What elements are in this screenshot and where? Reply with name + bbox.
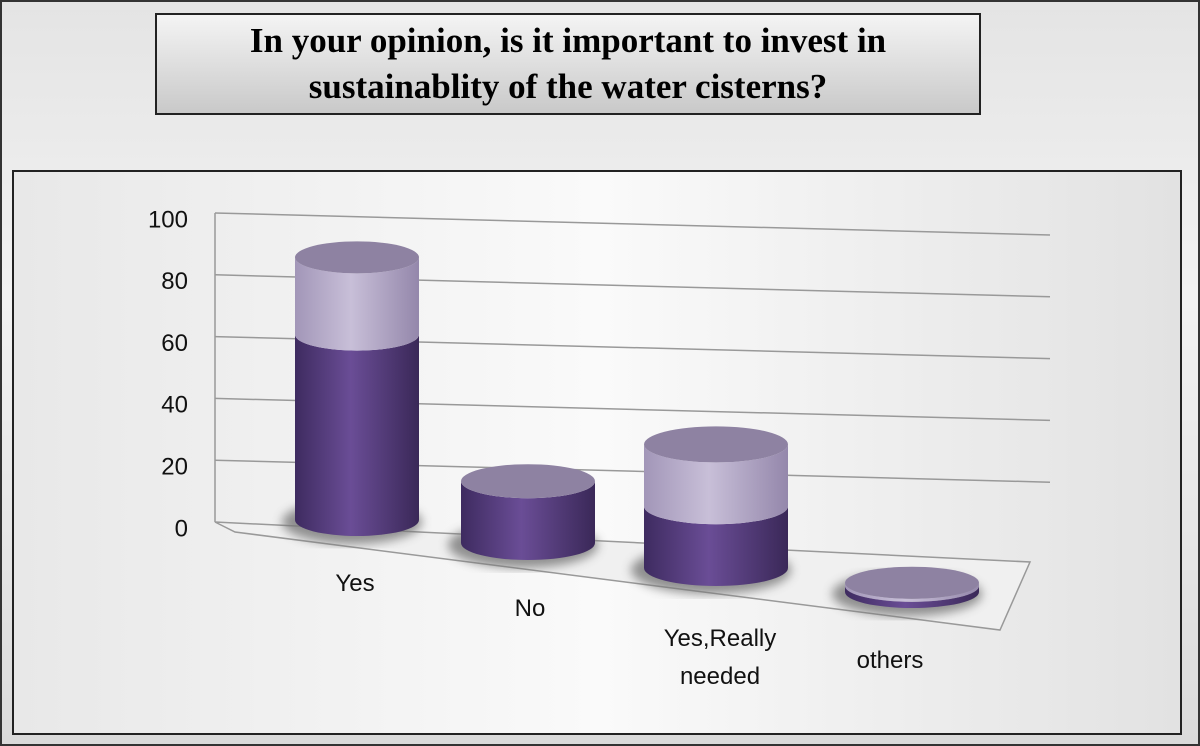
x-tick-label: Yes,Really needed [663,625,777,690]
cylinder-segment [845,582,979,602]
cylinder-cap [644,426,788,463]
cylinder-segment [461,481,595,560]
y-tick-label: 0 [175,515,188,542]
x-tick-label: No [514,595,546,622]
cylinder-cap [461,464,595,499]
y-tick-label: 60 [161,330,188,357]
cylinder-cap [295,241,419,274]
y-tick-label: 100 [148,206,188,233]
cylinder-segment [644,506,788,586]
y-tick-label: 80 [161,268,188,295]
chart-title: In your opinion, is it important to inve… [155,13,981,115]
cylinder-segment [295,334,419,536]
cylinder-segment [845,585,979,608]
grid-line [214,212,1051,236]
plot-area [12,170,1182,735]
x-tick-label: Yes [335,570,375,597]
y-tick-label: 40 [161,392,188,419]
x-tick-label: others [856,647,924,674]
cylinder-cap [845,566,979,599]
cylinder-segment [644,444,788,525]
y-tick-label: 20 [161,454,188,481]
cylinder-segment [295,257,419,351]
